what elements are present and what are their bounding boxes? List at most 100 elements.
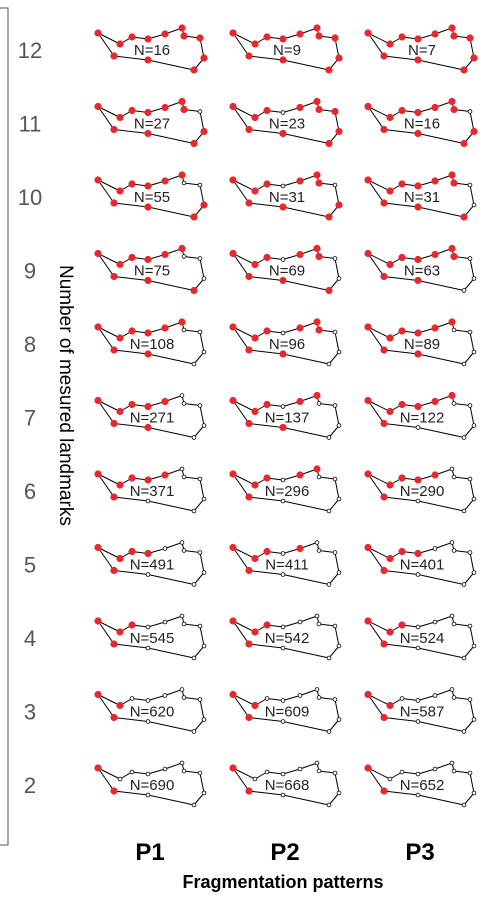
measured-landmark: [414, 182, 422, 190]
missing-landmark: [280, 645, 286, 651]
missing-landmark: [467, 697, 473, 702]
measured-landmark: [313, 24, 321, 32]
measured-landmark: [229, 249, 237, 258]
measured-landmark: [315, 326, 323, 334]
missing-landmark: [201, 423, 207, 428]
missing-landmark: [467, 329, 473, 335]
missing-landmark: [201, 570, 207, 575]
shape-cell: N=587: [364, 687, 477, 734]
measured-landmark: [380, 493, 388, 501]
missing-landmark: [471, 643, 477, 649]
measured-landmark: [386, 40, 394, 48]
measured-landmark: [161, 471, 169, 479]
missing-landmark: [316, 768, 322, 774]
missing-landmark: [280, 572, 286, 577]
sample-count-label: N=296: [265, 483, 310, 500]
missing-landmark: [461, 435, 467, 440]
missing-landmark: [145, 698, 151, 703]
measured-landmark: [161, 103, 169, 112]
missing-landmark: [336, 570, 342, 575]
missing-landmark: [280, 110, 286, 115]
missing-landmark: [471, 717, 477, 722]
measured-landmark: [229, 764, 237, 772]
measured-landmark: [229, 102, 237, 111]
measured-landmark: [144, 423, 152, 432]
measured-landmark: [245, 787, 253, 795]
missing-landmark: [162, 693, 168, 698]
measured-landmark: [431, 30, 439, 38]
measured-landmark: [380, 52, 388, 60]
measured-landmark: [386, 554, 394, 563]
measured-landmark: [245, 199, 253, 207]
y-tick-label: 6: [24, 479, 36, 504]
missing-landmark: [145, 792, 151, 798]
measured-landmark: [251, 701, 259, 710]
shape-cell: N=690: [94, 760, 207, 808]
sample-count-label: N=108: [130, 336, 175, 353]
measured-landmark: [245, 640, 253, 648]
missing-landmark: [467, 109, 473, 114]
measured-landmark: [263, 106, 271, 115]
sample-count-label: N=31: [404, 189, 440, 206]
shape-cell: N=7: [364, 24, 478, 74]
measured-landmark: [364, 690, 372, 699]
measured-landmark: [144, 182, 152, 190]
missing-landmark: [332, 182, 338, 188]
measured-landmark: [245, 272, 253, 281]
measured-landmark: [94, 249, 102, 258]
sample-count-label: N=524: [400, 630, 445, 647]
shape-cell: N=9: [229, 24, 343, 74]
measured-landmark: [128, 474, 136, 482]
missing-landmark: [415, 771, 421, 777]
measured-landmark: [364, 323, 372, 331]
missing-landmark: [467, 476, 473, 482]
measured-landmark: [279, 129, 287, 138]
measured-landmark: [279, 423, 287, 432]
sample-count-label: N=96: [269, 336, 305, 353]
missing-landmark: [316, 474, 322, 480]
measured-landmark: [110, 640, 118, 648]
missing-landmark: [197, 109, 203, 114]
missing-landmark: [332, 623, 338, 629]
missing-landmark: [451, 474, 457, 480]
measured-landmark: [380, 640, 388, 648]
measured-landmark: [251, 260, 259, 269]
measured-landmark: [380, 199, 388, 207]
missing-landmark: [415, 425, 421, 430]
shape-cell: N=31: [229, 171, 343, 221]
measured-landmark: [110, 52, 118, 60]
missing-landmark: [336, 790, 342, 796]
measured-landmark: [144, 549, 152, 558]
missing-landmark: [191, 729, 197, 734]
sample-count-label: N=542: [265, 630, 310, 647]
missing-landmark: [399, 769, 405, 775]
measured-landmark: [460, 66, 468, 74]
measured-landmark: [263, 474, 271, 482]
missing-landmark: [197, 256, 203, 261]
missing-landmark: [332, 476, 338, 482]
shape-cell: N=296: [229, 465, 342, 514]
shape-cell: N=545: [94, 613, 207, 661]
measured-landmark: [315, 252, 323, 261]
missing-landmark: [191, 582, 197, 587]
missing-landmark: [451, 621, 457, 627]
missing-landmark: [197, 697, 203, 702]
measured-landmark: [386, 701, 394, 710]
measured-landmark: [414, 402, 422, 411]
measured-landmark: [450, 32, 458, 40]
measured-landmark: [116, 113, 124, 122]
y-tick-label: 8: [24, 332, 36, 357]
measured-landmark: [128, 33, 136, 41]
measured-landmark: [296, 177, 304, 185]
missing-landmark: [280, 404, 286, 409]
measured-landmark: [398, 33, 406, 41]
missing-landmark: [314, 760, 320, 766]
shape-cell: N=89: [364, 318, 477, 367]
measured-landmark: [431, 324, 439, 332]
measured-landmark: [94, 690, 102, 699]
missing-landmark: [451, 548, 457, 553]
y-tick-label: 4: [24, 626, 36, 651]
shape-cell: N=96: [229, 318, 342, 367]
missing-landmark: [297, 766, 303, 772]
